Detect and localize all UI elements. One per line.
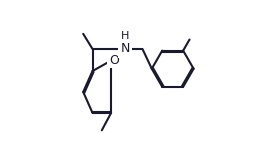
Text: H: H: [121, 31, 129, 41]
Text: O: O: [109, 53, 119, 67]
Text: N: N: [120, 42, 130, 55]
